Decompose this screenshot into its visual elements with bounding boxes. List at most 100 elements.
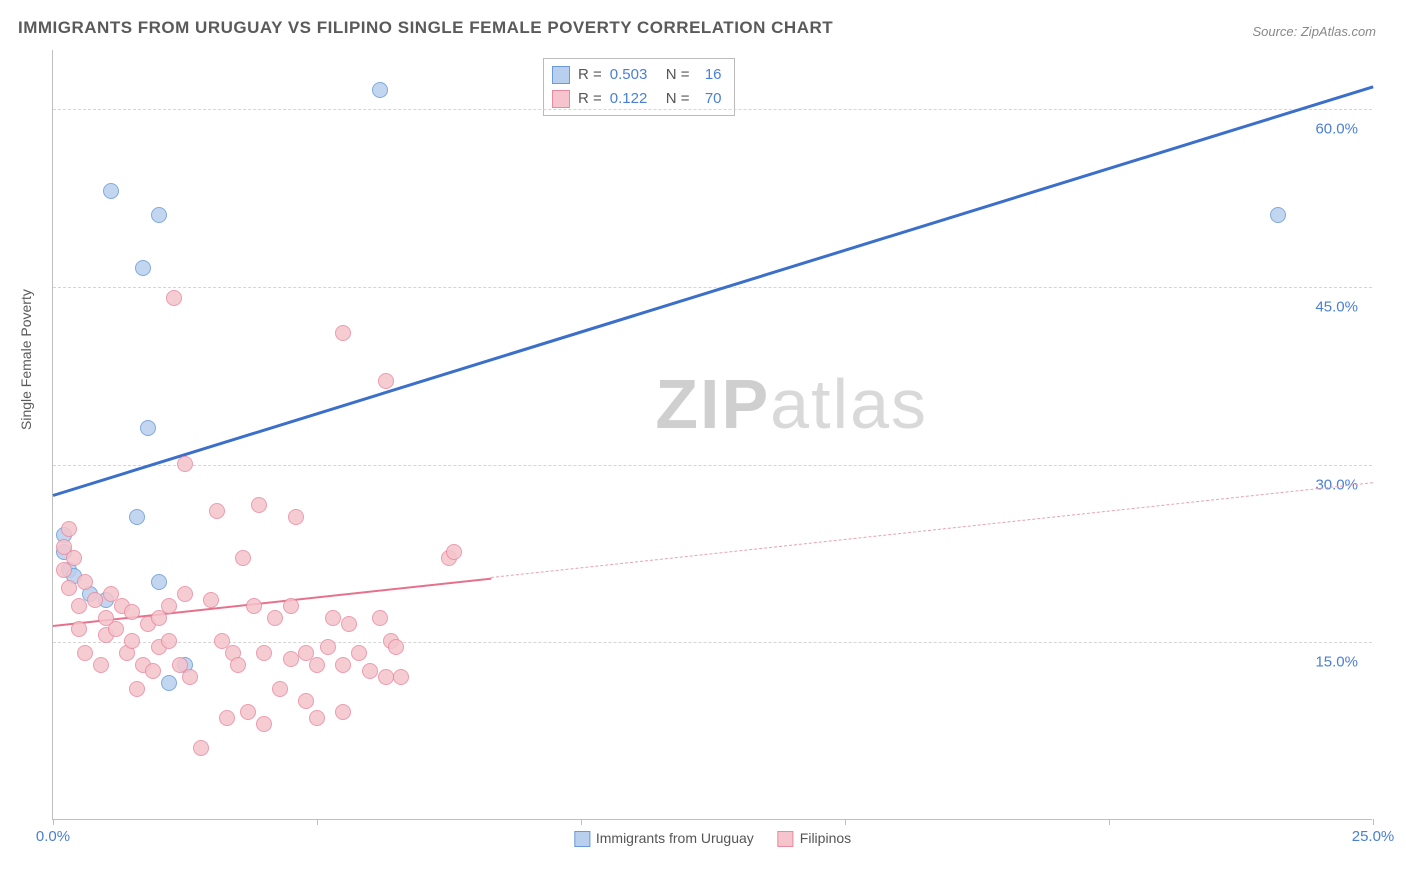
n-value: 70 [698, 87, 722, 111]
data-point [87, 592, 103, 608]
legend-label: Filipinos [800, 830, 851, 846]
data-point [446, 544, 462, 560]
data-point [393, 669, 409, 685]
data-point [309, 657, 325, 673]
x-tick-label: 0.0% [36, 828, 70, 845]
data-point [372, 82, 388, 98]
data-point [335, 325, 351, 341]
legend-row-filipinos: R = 0.122 N = 70 [552, 87, 722, 111]
data-point [335, 657, 351, 673]
data-point [71, 598, 87, 614]
grid-line [53, 109, 1372, 110]
x-tick [1373, 819, 1374, 825]
data-point [108, 621, 124, 637]
data-point [124, 633, 140, 649]
scatter-chart: ZIPatlas R = 0.503 N = 16 R = 0.122 N = … [52, 50, 1372, 820]
grid-line [53, 642, 1372, 643]
data-point [341, 616, 357, 632]
x-tick-label: 25.0% [1352, 828, 1395, 845]
data-point [161, 598, 177, 614]
x-tick [317, 819, 318, 825]
data-point [325, 610, 341, 626]
data-point [335, 704, 351, 720]
data-point [61, 580, 77, 596]
legend-series: Immigrants from Uruguay Filipinos [574, 830, 851, 847]
legend-item-uruguay: Immigrants from Uruguay [574, 830, 754, 847]
data-point [351, 645, 367, 661]
legend-label: Immigrants from Uruguay [596, 830, 754, 846]
data-point [267, 610, 283, 626]
data-point [93, 657, 109, 673]
r-label: R = [578, 87, 602, 111]
legend-row-uruguay: R = 0.503 N = 16 [552, 63, 722, 87]
data-point [166, 290, 182, 306]
y-tick-label: 60.0% [1315, 121, 1358, 138]
n-label: N = [666, 63, 690, 87]
data-point [378, 669, 394, 685]
data-point [177, 456, 193, 472]
data-point [1270, 207, 1286, 223]
data-point [283, 651, 299, 667]
x-tick [53, 819, 54, 825]
data-point [256, 645, 272, 661]
data-point [378, 373, 394, 389]
data-point [161, 633, 177, 649]
x-tick [1109, 819, 1110, 825]
r-value: 0.122 [610, 87, 658, 111]
grid-line [53, 287, 1372, 288]
data-point [182, 669, 198, 685]
watermark-light: atlas [770, 365, 928, 443]
data-point [256, 716, 272, 732]
data-point [129, 509, 145, 525]
data-point [240, 704, 256, 720]
y-tick-label: 15.0% [1315, 654, 1358, 671]
swatch-filipinos [552, 90, 570, 108]
swatch-filipinos-bottom [778, 831, 794, 847]
swatch-uruguay-bottom [574, 831, 590, 847]
swatch-uruguay [552, 66, 570, 84]
r-label: R = [578, 63, 602, 87]
r-value: 0.503 [610, 63, 658, 87]
data-point [320, 639, 336, 655]
data-point [151, 207, 167, 223]
data-point [161, 675, 177, 691]
data-point [71, 621, 87, 637]
watermark: ZIPatlas [655, 364, 928, 444]
n-label: N = [666, 87, 690, 111]
n-value: 16 [698, 63, 722, 87]
data-point [66, 550, 82, 566]
data-point [235, 550, 251, 566]
legend-item-filipinos: Filipinos [778, 830, 851, 847]
x-tick [845, 819, 846, 825]
data-point [372, 610, 388, 626]
data-point [362, 663, 378, 679]
data-point [219, 710, 235, 726]
data-point [251, 497, 267, 513]
data-point [288, 509, 304, 525]
data-point [61, 521, 77, 537]
data-point [209, 503, 225, 519]
data-point [193, 740, 209, 756]
data-point [129, 681, 145, 697]
data-point [272, 681, 288, 697]
source-label: Source: ZipAtlas.com [1252, 24, 1376, 39]
data-point [145, 663, 161, 679]
x-tick [581, 819, 582, 825]
y-axis-label: Single Female Poverty [18, 289, 34, 430]
data-point [135, 260, 151, 276]
data-point [230, 657, 246, 673]
watermark-bold: ZIP [655, 365, 770, 443]
data-point [177, 586, 193, 602]
legend-stats: R = 0.503 N = 16 R = 0.122 N = 70 [543, 58, 735, 116]
trend-line [491, 482, 1373, 578]
data-point [298, 693, 314, 709]
data-point [283, 598, 299, 614]
data-point [151, 574, 167, 590]
data-point [77, 645, 93, 661]
y-tick-label: 45.0% [1315, 298, 1358, 315]
data-point [103, 183, 119, 199]
trend-line [53, 86, 1374, 498]
data-point [388, 639, 404, 655]
data-point [309, 710, 325, 726]
grid-line [53, 465, 1372, 466]
